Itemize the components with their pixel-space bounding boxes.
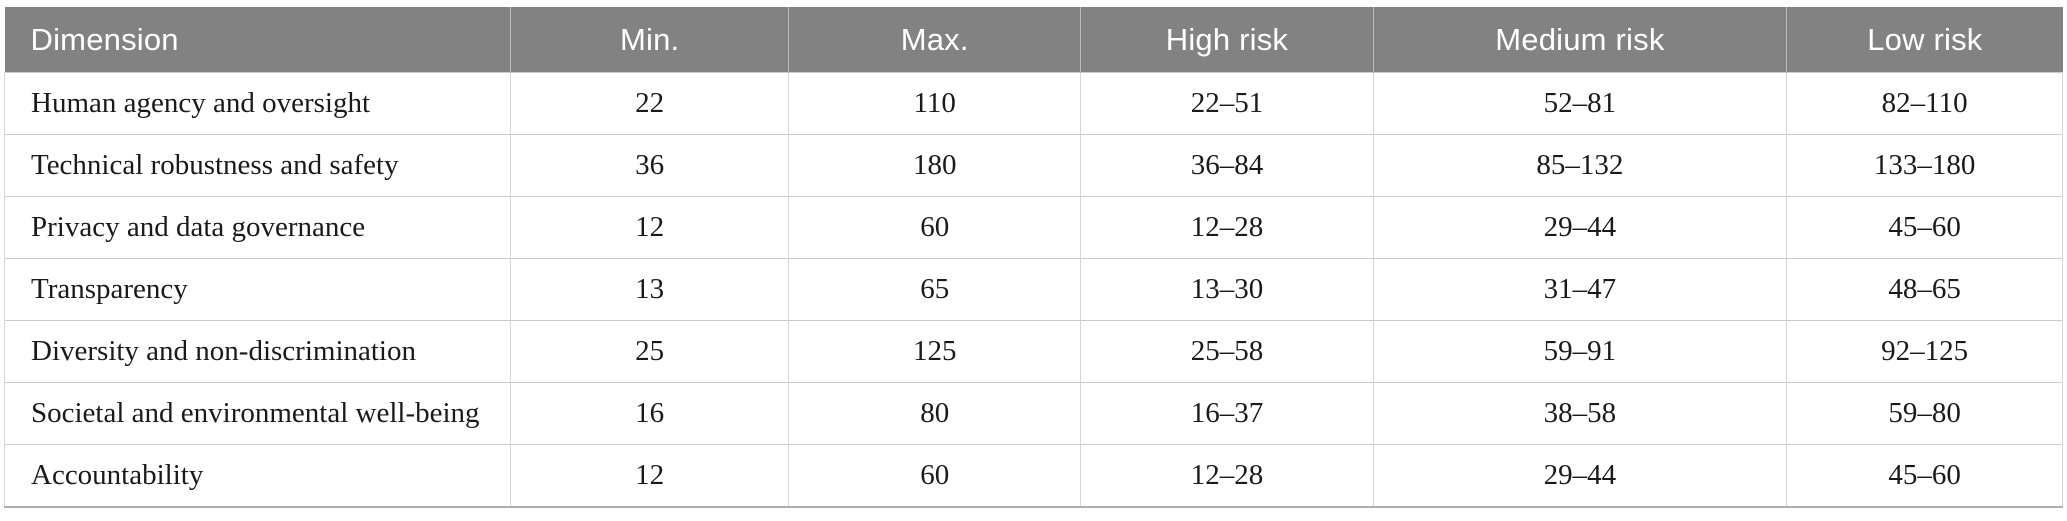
col-header-medium-risk: Medium risk — [1372, 7, 1787, 73]
cell-max: 180 — [788, 134, 1081, 197]
cell-low-risk: 92–125 — [1786, 320, 2063, 383]
cell-medium-risk: 59–91 — [1372, 320, 1787, 383]
cell-high-risk: 12–28 — [1080, 196, 1374, 259]
cell-min: 16 — [510, 382, 789, 445]
table-row: Accountability 12 60 12–28 29–44 45–60 — [3, 444, 2063, 508]
cell-low-risk: 45–60 — [1786, 196, 2063, 259]
cell-max: 110 — [788, 72, 1081, 135]
cell-max: 80 — [788, 382, 1081, 445]
cell-min: 12 — [510, 196, 789, 259]
table-row: Human agency and oversight 22 110 22–51 … — [3, 72, 2063, 135]
cell-medium-risk: 38–58 — [1372, 382, 1787, 445]
cell-min: 25 — [510, 320, 789, 383]
table-figure: Dimension Min. Max. High risk Medium ris… — [3, 7, 2063, 508]
cell-medium-risk: 85–132 — [1372, 134, 1787, 197]
cell-max: 65 — [788, 258, 1081, 321]
cell-dimension: Technical robustness and safety — [3, 134, 511, 197]
cell-dimension: Privacy and data governance — [3, 196, 511, 259]
col-header-high-risk: High risk — [1080, 7, 1374, 73]
cell-dimension: Diversity and non-discrimination — [3, 320, 511, 383]
cell-medium-risk: 29–44 — [1372, 196, 1787, 259]
cell-low-risk: 45–60 — [1786, 444, 2063, 508]
cell-medium-risk: 31–47 — [1372, 258, 1787, 321]
cell-dimension: Human agency and oversight — [3, 72, 511, 135]
cell-dimension: Societal and environmental well-being — [3, 382, 511, 445]
cell-medium-risk: 29–44 — [1372, 444, 1787, 508]
table-row: Societal and environmental well-being 16… — [3, 382, 2063, 445]
col-header-low-risk: Low risk — [1786, 7, 2063, 73]
cell-low-risk: 82–110 — [1786, 72, 2063, 135]
cell-low-risk: 133–180 — [1786, 134, 2063, 197]
table-row: Diversity and non-discrimination 25 125 … — [3, 320, 2063, 383]
col-header-dimension: Dimension — [4, 7, 511, 73]
table-row: Technical robustness and safety 36 180 3… — [3, 134, 2063, 197]
cell-min: 12 — [510, 444, 789, 508]
cell-medium-risk: 52–81 — [1372, 72, 1787, 135]
header-row: Dimension Min. Max. High risk Medium ris… — [4, 7, 2063, 73]
cell-max: 60 — [788, 444, 1081, 508]
cell-high-risk: 36–84 — [1080, 134, 1374, 197]
cell-low-risk: 48–65 — [1786, 258, 2063, 321]
col-header-max: Max. — [788, 7, 1081, 73]
cell-min: 22 — [510, 72, 789, 135]
col-header-min: Min. — [510, 7, 789, 73]
cell-min: 36 — [510, 134, 789, 197]
cell-high-risk: 16–37 — [1080, 382, 1374, 445]
table-row: Transparency 13 65 13–30 31–47 48–65 — [3, 258, 2063, 321]
cell-max: 60 — [788, 196, 1081, 259]
cell-high-risk: 22–51 — [1080, 72, 1374, 135]
cell-min: 13 — [510, 258, 789, 321]
risk-ranges-table: Dimension Min. Max. High risk Medium ris… — [3, 7, 2063, 508]
cell-high-risk: 13–30 — [1080, 258, 1374, 321]
cell-low-risk: 59–80 — [1786, 382, 2063, 445]
cell-dimension: Transparency — [3, 258, 511, 321]
cell-max: 125 — [788, 320, 1081, 383]
cell-high-risk: 25–58 — [1080, 320, 1374, 383]
cell-dimension: Accountability — [3, 444, 511, 508]
cell-high-risk: 12–28 — [1080, 444, 1374, 508]
table-row: Privacy and data governance 12 60 12–28 … — [3, 196, 2063, 259]
